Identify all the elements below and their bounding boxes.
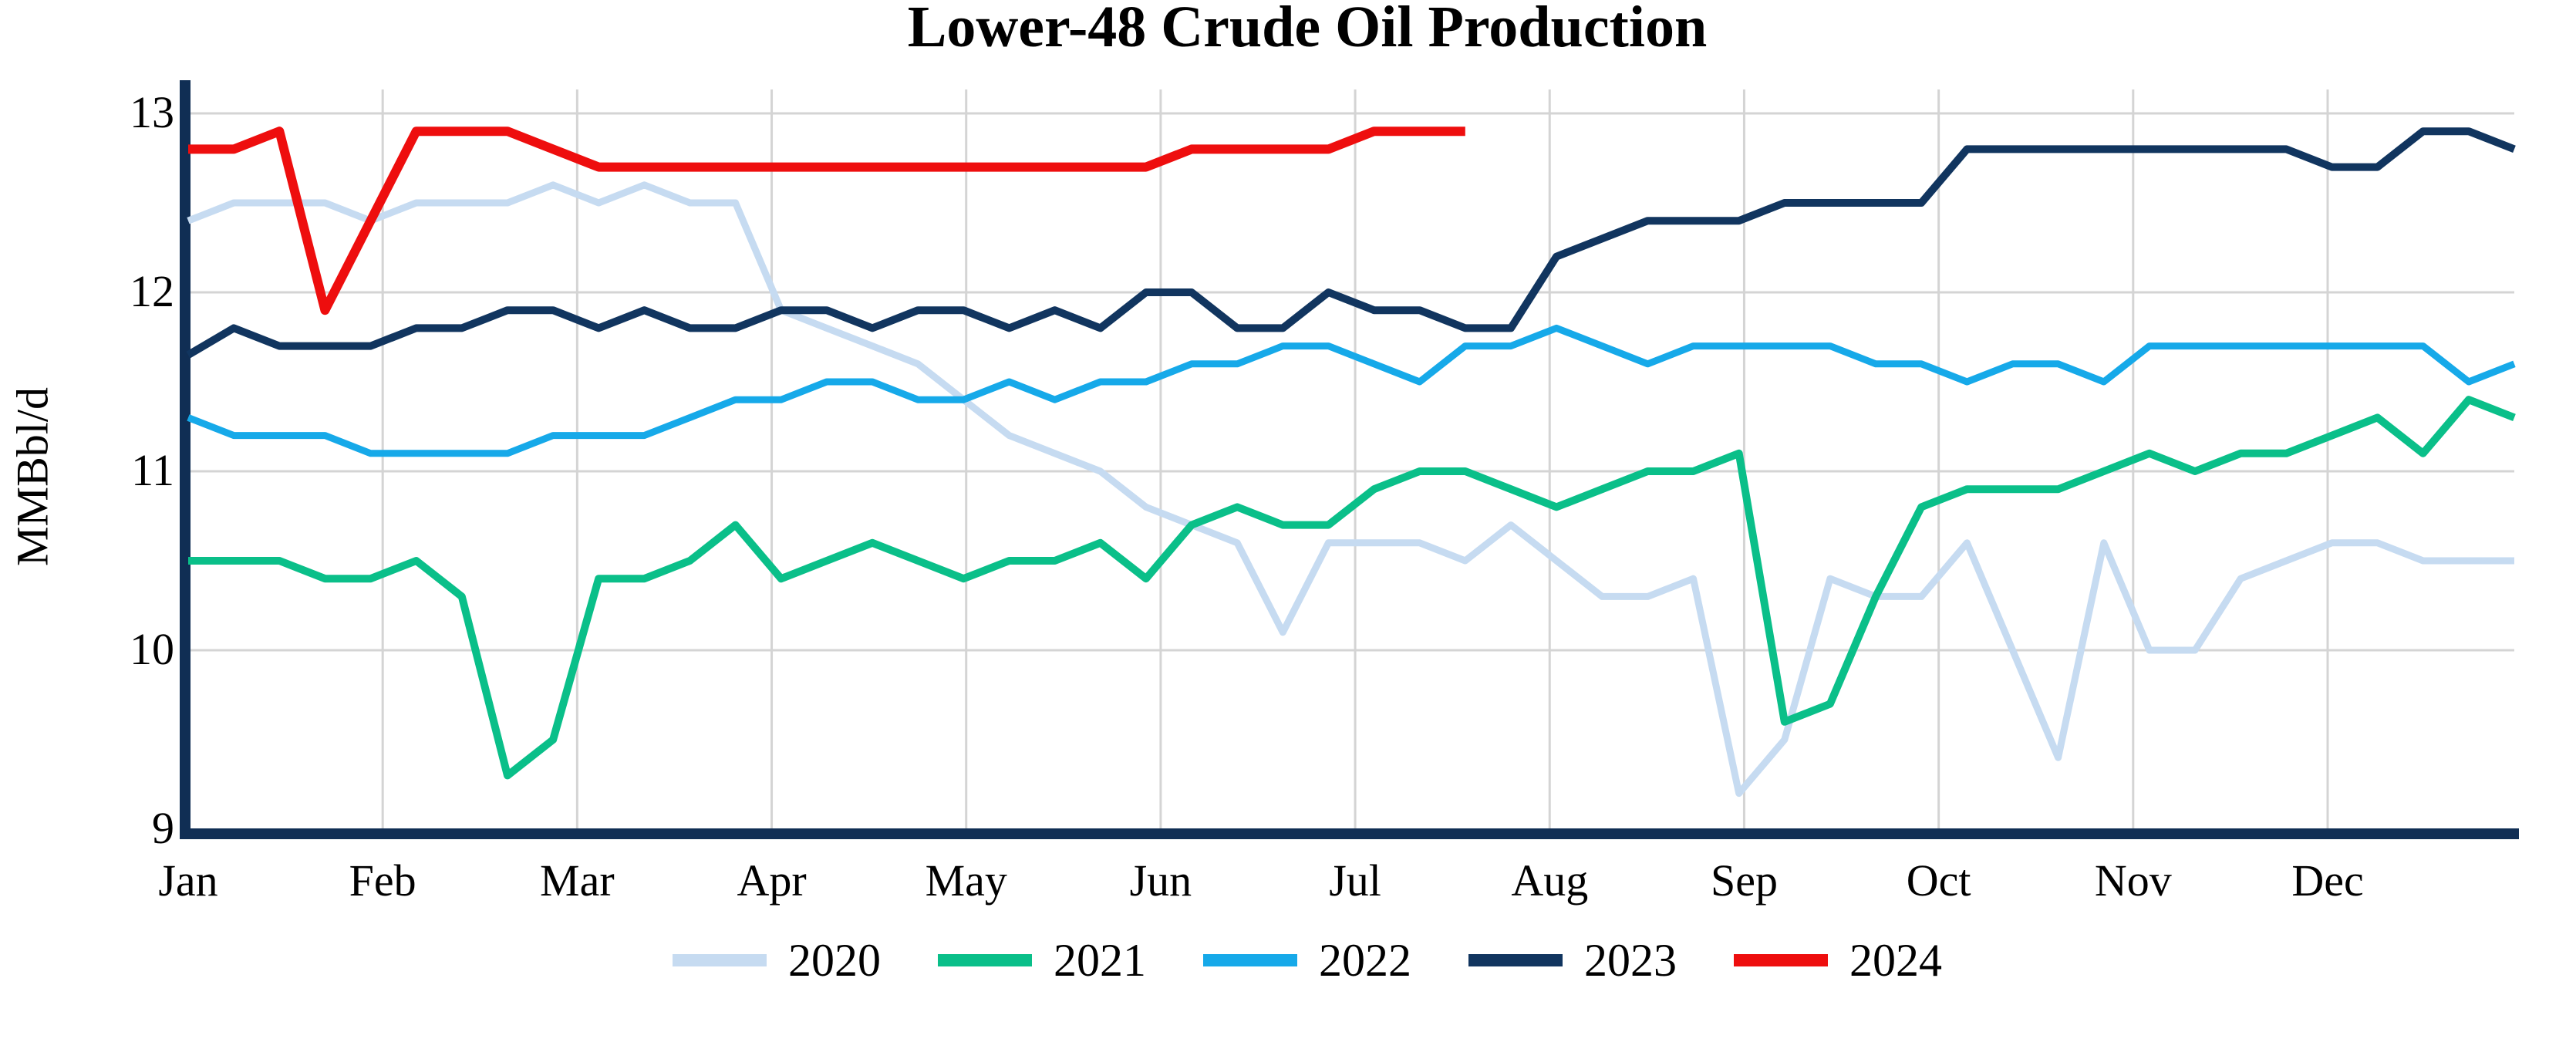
x-tick-label-mar: Mar: [540, 855, 615, 906]
x-tick-label-nov: Nov: [2095, 855, 2172, 906]
legend-label-2020: 2020: [788, 935, 881, 986]
legend-item-2023: 2023: [1468, 935, 1677, 986]
y-tick-label-11: 11: [131, 445, 174, 495]
legend-label-2022: 2022: [1319, 935, 1411, 986]
legend-item-2022: 2022: [1203, 935, 1411, 986]
x-tick-label-jun: Jun: [1130, 855, 1192, 906]
x-tick-label-dec: Dec: [2291, 855, 2363, 906]
x-tick-label-jul: Jul: [1329, 855, 1381, 906]
y-tick-label-10: 10: [130, 624, 174, 674]
x-tick-label-may: May: [926, 855, 1007, 906]
chart-legend: 2020 2021 2022 2023 2024: [0, 935, 2576, 986]
legend-swatch-2023: [1468, 954, 1563, 966]
series-line-2020: [187, 181, 2514, 798]
legend-label-2024: 2024: [1849, 935, 1942, 986]
x-tick-label-aug: Aug: [1511, 855, 1588, 906]
x-tick-label-oct: Oct: [1907, 855, 1971, 906]
y-tick-label-13: 13: [130, 87, 174, 137]
x-tick-label-feb: Feb: [349, 855, 416, 906]
legend-item-2020: 2020: [673, 935, 881, 986]
series-line-2023: [186, 127, 2516, 359]
y-tick-label-12: 12: [130, 266, 174, 316]
legend-item-2021: 2021: [938, 935, 1146, 986]
x-tick-label-jan: Jan: [158, 855, 217, 906]
series-line-2022: [187, 324, 2516, 457]
legend-swatch-2020: [673, 954, 767, 966]
x-tick-label-apr: Apr: [737, 855, 806, 906]
legend-label-2023: 2023: [1584, 935, 1677, 986]
legend-swatch-2024: [1734, 954, 1828, 966]
series-line-2024: [188, 126, 1465, 315]
legend-label-2021: 2021: [1054, 935, 1146, 986]
x-tick-label-sep: Sep: [1711, 855, 1778, 906]
chart-title: Lower-48 Crude Oil Production: [907, 0, 1708, 59]
y-tick-label-9: 9: [152, 803, 174, 853]
legend-item-2024: 2024: [1734, 935, 1942, 986]
series-line-2021: [188, 396, 2516, 780]
legend-swatch-2021: [938, 954, 1032, 966]
legend-swatch-2022: [1203, 954, 1297, 966]
